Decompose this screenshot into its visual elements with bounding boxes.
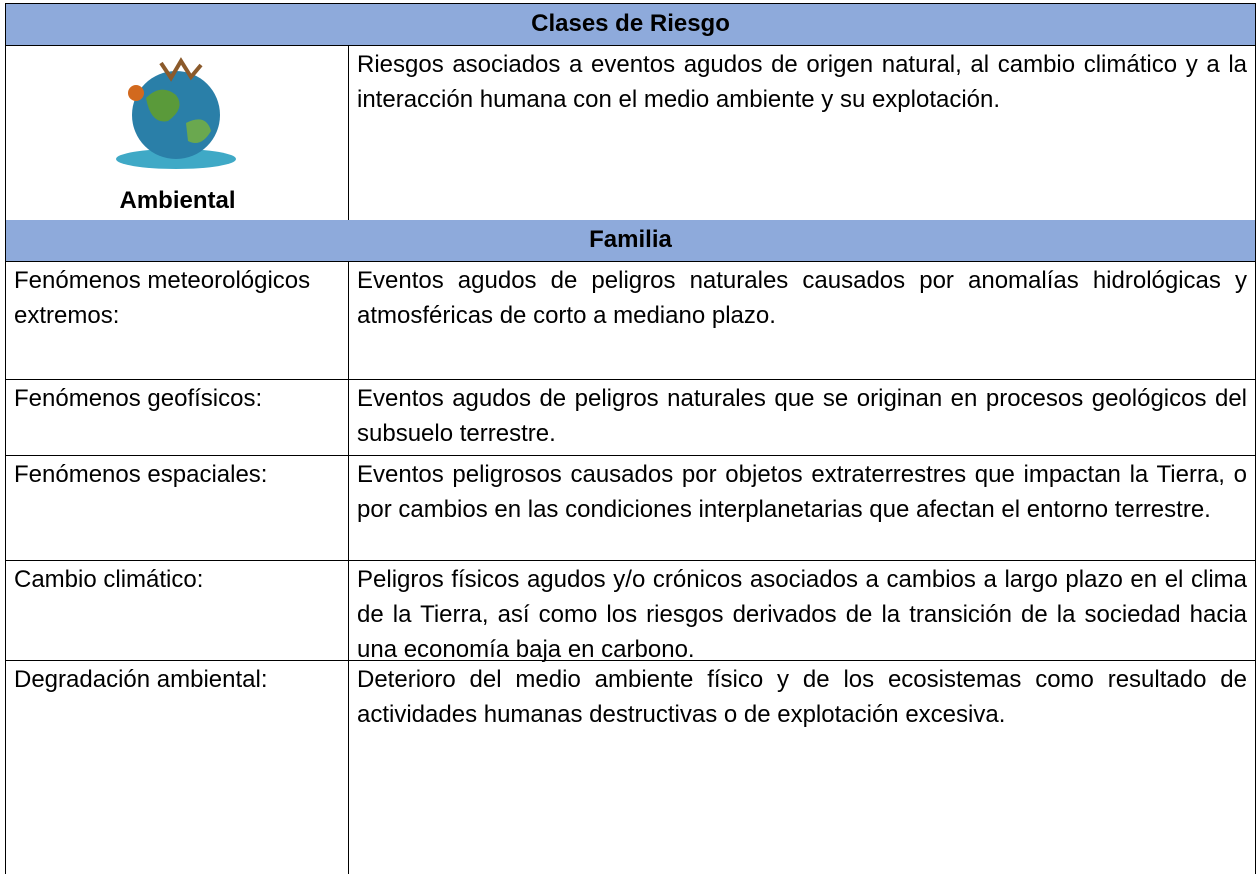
ambiental-cell: Ambiental <box>5 45 349 221</box>
family-name: Fenómenos espaciales: <box>5 455 349 561</box>
family-description: Deterioro del medio ambiente físico y de… <box>348 660 1256 874</box>
family-name: Fenómenos geofísicos: <box>5 379 349 456</box>
family-name: Fenómenos meteorológicos extremos: <box>5 261 349 380</box>
family-name: Cambio climático: <box>5 560 349 661</box>
header-title: Clases de Riesgo <box>5 3 1256 46</box>
ambiental-label: Ambiental <box>119 187 236 214</box>
globe-icon <box>116 57 236 169</box>
family-description: Eventos agudos de peligros naturales cau… <box>348 261 1256 380</box>
ambiental-description: Riesgos asociados a eventos agudos de or… <box>348 45 1256 221</box>
family-name: Degradación ambiental: <box>5 660 349 874</box>
family-description: Eventos agudos de peligros naturales que… <box>348 379 1256 456</box>
family-description: Peligros físicos agudos y/o crónicos aso… <box>348 560 1256 663</box>
familia-title: Familia <box>5 220 1256 262</box>
family-description: Eventos peligrosos causados por objetos … <box>348 455 1256 561</box>
